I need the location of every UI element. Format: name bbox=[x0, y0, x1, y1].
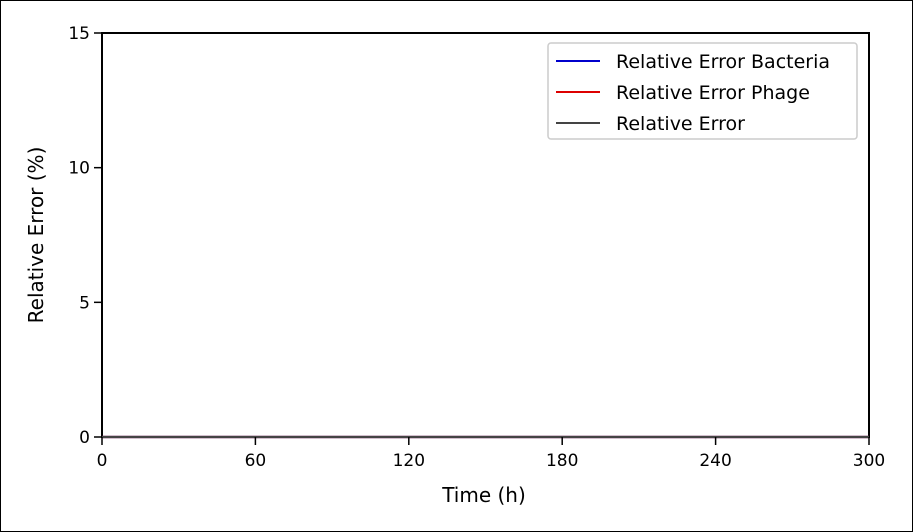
plot-area bbox=[101, 32, 870, 439]
y-tick-label-1: 5 bbox=[79, 293, 90, 313]
y-tick-label-3: 15 bbox=[68, 24, 90, 44]
y-axis-label: Relative Error (%) bbox=[24, 147, 48, 324]
legend: Relative Error Bacteria Relative Error Ph… bbox=[547, 42, 858, 140]
x-tick-label-4: 240 bbox=[699, 451, 731, 471]
x-tick-label-3: 180 bbox=[546, 451, 578, 471]
x-axis-label: Time (h) bbox=[441, 483, 526, 507]
x-tick-label-5: 300 bbox=[853, 451, 885, 471]
legend-label-0: Relative Error Bacteria bbox=[616, 51, 830, 73]
x-tick-label-0: 0 bbox=[97, 451, 108, 471]
legend-box bbox=[547, 42, 858, 140]
x-axis-ticks: 0 60 120 180 240 300 bbox=[97, 437, 885, 471]
legend-label-1: Relative Error Phage bbox=[616, 82, 810, 104]
x-tick-label-2: 120 bbox=[393, 451, 425, 471]
y-axis-ticks: 0 5 10 15 bbox=[68, 24, 102, 448]
legend-items: Relative Error Bacteria Relative Error Ph… bbox=[556, 51, 830, 135]
y-tick-label-0: 0 bbox=[79, 428, 90, 448]
y-tick-label-2: 10 bbox=[68, 159, 90, 179]
legend-label-2: Relative Error bbox=[616, 113, 745, 135]
x-tick-label-1: 60 bbox=[245, 451, 267, 471]
